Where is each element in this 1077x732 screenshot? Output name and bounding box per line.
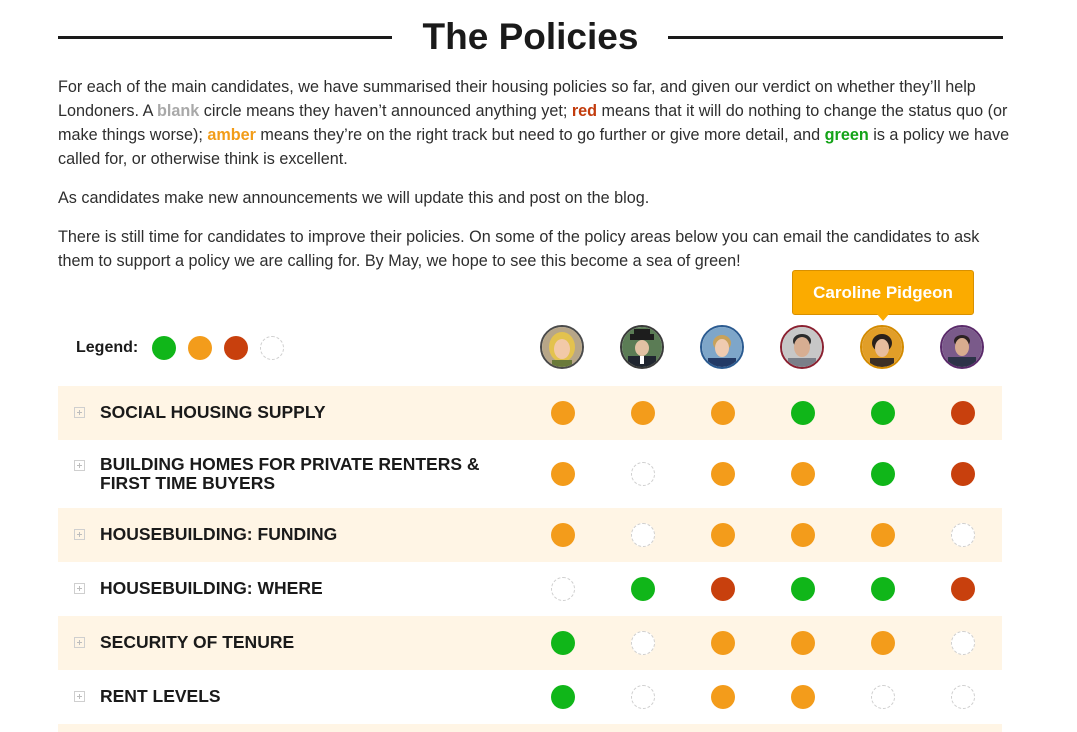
policy-row[interactable]: Social housing supply: [58, 386, 1002, 440]
rating-dot-green: [791, 401, 815, 425]
legend-red-dot: [224, 336, 249, 360]
policy-row[interactable]: Building homes for private renters & fir…: [58, 440, 1002, 508]
rating-dot-blank: [871, 685, 895, 709]
rating-dot-amber: [791, 462, 815, 486]
expand-plus-icon[interactable]: [74, 583, 85, 594]
candidate-4-avatar[interactable]: [780, 325, 824, 369]
rating-dot-blank: [631, 631, 655, 655]
title-rule-right: [668, 36, 1003, 39]
rating-dot-amber: [711, 685, 735, 709]
keyword-green: green: [824, 126, 869, 144]
rating-dot-red: [951, 577, 975, 601]
rating-dot-green: [631, 577, 655, 601]
policy-row-partial: [58, 724, 1002, 732]
legend: Legend:: [76, 336, 296, 360]
keyword-amber: amber: [207, 126, 256, 144]
expand-plus-icon[interactable]: [74, 637, 85, 648]
policy-table: Social housing supply Building homes for …: [58, 386, 1002, 732]
intro-paragraph-1: For each of the main candidates, we have…: [58, 75, 1013, 171]
intro-text-segment: means they’re on the right track but nee…: [255, 126, 825, 144]
rating-dot-blank: [951, 631, 975, 655]
keyword-red: red: [571, 102, 598, 120]
rating-dot-amber: [711, 462, 735, 486]
rating-dot-amber: [791, 631, 815, 655]
rating-dot-green: [551, 685, 575, 709]
policy-label: Rent levels: [100, 686, 221, 706]
intro-text-segment: means that it will do nothing to change …: [58, 102, 1008, 144]
tooltip-arrow: [877, 314, 889, 321]
candidate-name-tooltip: Caroline Pidgeon: [792, 270, 974, 321]
rating-dot-red: [951, 462, 975, 486]
policy-row[interactable]: Security of tenure: [58, 616, 1002, 670]
rating-dot-blank: [551, 577, 575, 601]
policy-label: Housebuilding: Funding: [100, 524, 338, 544]
rating-dot-blank: [631, 685, 655, 709]
rating-dot-amber: [791, 685, 815, 709]
candidate-avatars: [0, 325, 1077, 373]
expand-plus-icon[interactable]: [74, 460, 85, 471]
intro-text-segment: is a policy we have called for, or other…: [58, 126, 1010, 168]
legend-green-dot: [152, 336, 177, 360]
candidate-6-avatar[interactable]: [940, 325, 984, 369]
tooltip-text: Caroline Pidgeon: [813, 283, 953, 302]
policy-label: Building homes for private renters & fir…: [100, 454, 480, 493]
rating-dot-green: [791, 577, 815, 601]
rating-dot-amber: [631, 401, 655, 425]
rating-dot-amber: [551, 523, 575, 547]
expand-plus-icon[interactable]: [74, 691, 85, 702]
caroline-pidgeon-avatar[interactable]: [860, 325, 904, 369]
policy-row[interactable]: Housebuilding: Funding: [58, 508, 1002, 562]
rating-dot-amber: [711, 401, 735, 425]
title-rule-left: [58, 36, 392, 39]
rating-dot-blank: [951, 523, 975, 547]
legend-label: Legend:: [76, 339, 139, 356]
rating-dot-blank: [631, 462, 655, 486]
page-title: The Policies: [422, 16, 639, 57]
policy-label: Social housing supply: [100, 402, 326, 422]
rating-dot-red: [711, 577, 735, 601]
section-header: The Policies: [58, 14, 1003, 60]
rating-dot-amber: [711, 523, 735, 547]
candidate-3-avatar[interactable]: [700, 325, 744, 369]
candidate-2-avatar[interactable]: [620, 325, 664, 369]
expand-plus-icon[interactable]: [74, 529, 85, 540]
policy-row[interactable]: Rent levels: [58, 670, 1002, 724]
rating-dot-blank: [951, 685, 975, 709]
rating-dot-amber: [551, 462, 575, 486]
rating-dot-amber: [711, 631, 735, 655]
intro-text-segment: circle means they haven’t announced anyt…: [199, 102, 572, 120]
legend-amber-dot: [188, 336, 213, 360]
keyword-blank: blank: [157, 102, 200, 120]
intro-text: For each of the main candidates, we have…: [58, 75, 1013, 288]
rating-dot-amber: [871, 523, 895, 547]
rating-dot-amber: [791, 523, 815, 547]
rating-dot-green: [551, 631, 575, 655]
intro-paragraph-3: There is still time for candidates to im…: [58, 228, 980, 270]
expand-plus-icon[interactable]: [74, 407, 85, 418]
policy-label: Security of tenure: [100, 632, 295, 652]
policy-row[interactable]: Housebuilding: Where: [58, 562, 1002, 616]
rating-dot-red: [951, 401, 975, 425]
rating-dot-amber: [551, 401, 575, 425]
policy-label: Housebuilding: Where: [100, 578, 323, 598]
rating-dot-amber: [871, 631, 895, 655]
rating-dot-green: [871, 462, 895, 486]
rating-dot-green: [871, 577, 895, 601]
legend-blank-dot: [260, 336, 285, 360]
intro-text-segment: For each of the main candidates, we have…: [58, 78, 976, 120]
rating-dot-blank: [631, 523, 655, 547]
intro-paragraph-2: As candidates make new announcements we …: [58, 189, 650, 207]
rating-dot-green: [871, 401, 895, 425]
candidate-1-avatar[interactable]: [540, 325, 584, 369]
